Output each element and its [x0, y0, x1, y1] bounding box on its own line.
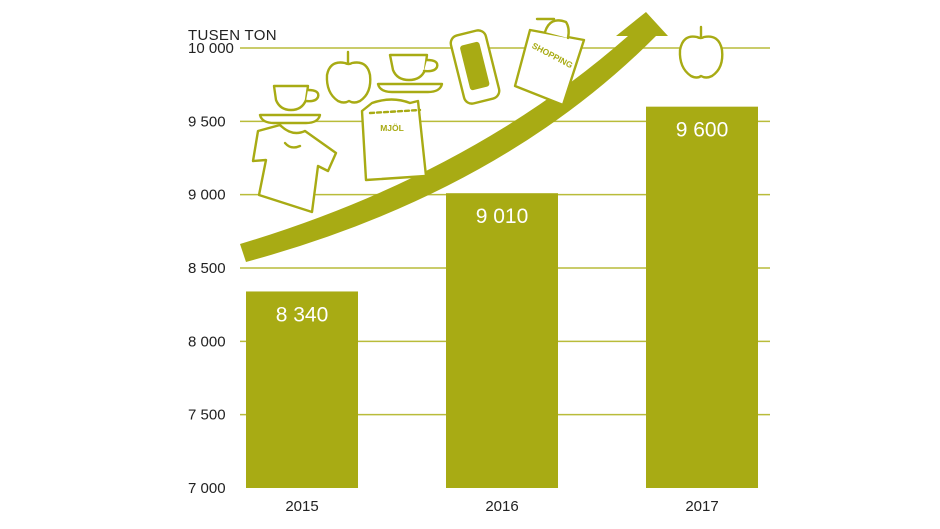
bar	[646, 106, 758, 489]
data-labels: 8 340 9 010 9 600	[276, 119, 729, 327]
y-axis-tick-labels: 7 000 7 500 8 000 8 500 9 000 9 500 10 000	[188, 40, 234, 497]
smartphone-icon	[449, 29, 501, 105]
y-tick-label: 10 000	[188, 40, 234, 57]
x-category-label: 2016	[485, 498, 518, 515]
y-tick-label: 9 500	[188, 113, 226, 130]
flour-bag-label: MJÖL	[380, 123, 404, 133]
flour-bag-icon: MJÖL	[360, 98, 428, 182]
y-tick-label: 8 000	[188, 333, 226, 350]
x-category-label: 2015	[285, 498, 318, 515]
y-tick-label: 7 500	[188, 407, 226, 424]
y-tick-label: 9 000	[188, 187, 226, 204]
y-tick-label: 8 500	[188, 260, 226, 277]
coffee-cup-icon	[376, 53, 444, 94]
bar	[246, 291, 358, 488]
x-axis-category-labels: 2015 2016 2017	[285, 498, 718, 515]
data-label: 9 010	[476, 205, 529, 228]
data-label: 8 340	[276, 303, 329, 326]
coffee-cup-icon	[258, 84, 322, 125]
apple-icon	[325, 50, 372, 104]
bars	[246, 106, 758, 489]
x-category-label: 2017	[685, 498, 718, 515]
trend-arrow	[240, 12, 668, 262]
y-tick-label: 7 000	[188, 480, 226, 497]
data-label: 9 600	[676, 119, 729, 142]
t-shirt-icon	[251, 123, 338, 214]
illustration: MJÖL SHOPPING	[240, 12, 724, 262]
unit-label: TUSEN TON	[188, 27, 277, 44]
bar	[446, 193, 558, 488]
apple-icon	[678, 25, 724, 79]
shopping-bag-icon: SHOPPING	[513, 17, 586, 107]
